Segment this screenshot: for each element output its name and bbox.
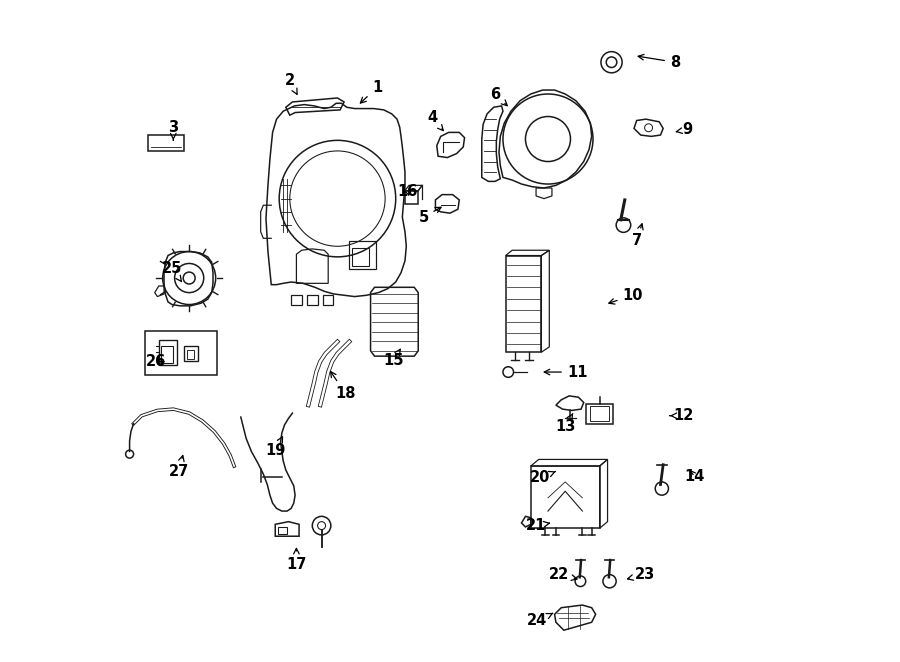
Text: 12: 12 <box>670 408 693 423</box>
Text: 7: 7 <box>632 224 644 248</box>
Text: 4: 4 <box>428 111 444 130</box>
Text: 11: 11 <box>544 365 588 379</box>
Text: 17: 17 <box>286 548 307 571</box>
Text: 14: 14 <box>685 469 705 484</box>
Text: 19: 19 <box>265 437 285 457</box>
Text: 13: 13 <box>555 414 575 434</box>
Text: 18: 18 <box>330 371 356 401</box>
Text: 24: 24 <box>527 613 553 628</box>
Text: 22: 22 <box>548 567 577 582</box>
Text: 6: 6 <box>490 87 508 106</box>
Text: 25: 25 <box>162 261 182 281</box>
Text: 10: 10 <box>609 288 643 304</box>
Text: 15: 15 <box>382 350 403 367</box>
Text: 2: 2 <box>284 73 297 94</box>
Text: 20: 20 <box>530 471 555 485</box>
Text: 23: 23 <box>627 567 655 582</box>
Text: 5: 5 <box>418 207 441 224</box>
Text: 9: 9 <box>676 122 692 137</box>
Text: 8: 8 <box>638 54 680 70</box>
Text: 21: 21 <box>526 518 550 533</box>
Text: 16: 16 <box>398 185 418 199</box>
Text: 26: 26 <box>146 354 166 369</box>
Text: 3: 3 <box>168 120 178 140</box>
Text: 1: 1 <box>360 80 382 103</box>
Text: 27: 27 <box>168 455 189 479</box>
